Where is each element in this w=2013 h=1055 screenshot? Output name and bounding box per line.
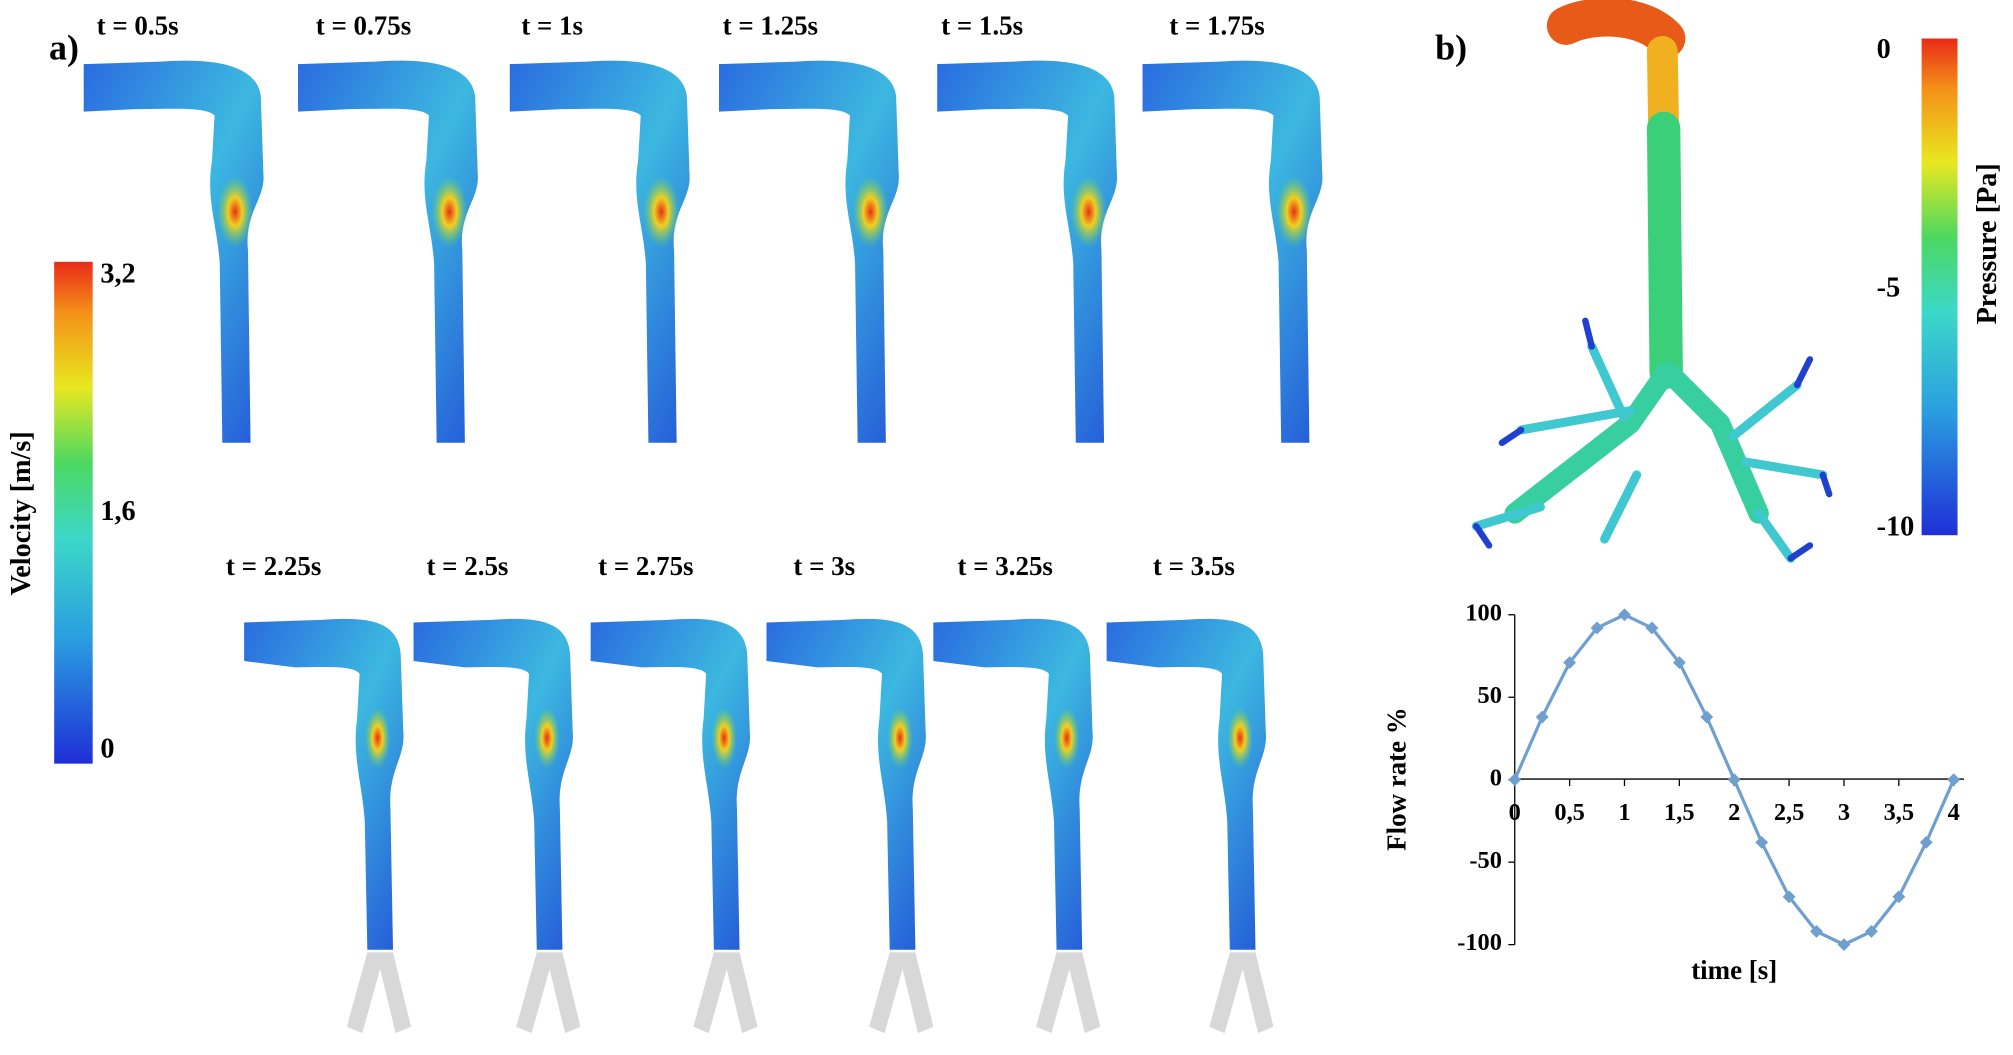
y-tick-label: 0 bbox=[1490, 764, 1502, 791]
colorbar-title: Velocity [m/s] bbox=[6, 431, 37, 595]
marker bbox=[1837, 938, 1851, 952]
velocity-colorbar bbox=[54, 261, 93, 764]
panel-label: a) bbox=[49, 28, 79, 68]
airway-models bbox=[83, 60, 1323, 1034]
marker bbox=[1618, 608, 1631, 622]
time-label: t = 0.5s bbox=[97, 10, 179, 40]
x-tick-label: 1,5 bbox=[1664, 799, 1694, 826]
marker bbox=[1563, 656, 1577, 670]
time-label: t = 2.75s bbox=[598, 551, 693, 581]
time-label: t = 3.25s bbox=[958, 551, 1053, 581]
y-tick-label: -50 bbox=[1469, 847, 1501, 874]
colorbar-tick-label: -5 bbox=[1877, 273, 1901, 304]
time-label: t = 1.25s bbox=[723, 10, 818, 40]
marker bbox=[1508, 773, 1522, 787]
colorbar-tick-label: 0 bbox=[100, 733, 114, 764]
marker bbox=[1810, 925, 1823, 938]
colorbar-tick-label: 0 bbox=[1877, 34, 1891, 65]
marker bbox=[1727, 773, 1741, 787]
time-label: t = 2.25s bbox=[226, 551, 321, 581]
y-tick-label: -100 bbox=[1457, 929, 1502, 956]
x-tick-label: 3,5 bbox=[1884, 799, 1914, 826]
marker bbox=[1755, 835, 1769, 849]
time-label: t = 1.75s bbox=[1169, 10, 1264, 40]
x-axis-label: time [s] bbox=[1691, 955, 1777, 985]
pressure-colorbar bbox=[1921, 38, 1958, 536]
bronchial-tree bbox=[1471, 0, 1833, 563]
x-tick-label: 1 bbox=[1618, 799, 1630, 826]
marker bbox=[1864, 925, 1878, 938]
colorbar-tick-label: 3,2 bbox=[100, 258, 135, 289]
x-tick-label: 2 bbox=[1728, 799, 1740, 826]
time-label: t = 1s bbox=[521, 10, 583, 40]
marker bbox=[1947, 773, 1961, 787]
time-label: t = 2.5s bbox=[426, 551, 508, 581]
marker bbox=[1672, 656, 1686, 670]
colorbar-tick-label: 1,6 bbox=[100, 496, 135, 527]
colorbar-tick-label: -10 bbox=[1877, 511, 1915, 542]
y-tick-label: 100 bbox=[1465, 599, 1502, 626]
marker bbox=[1919, 835, 1933, 849]
marker bbox=[1535, 710, 1549, 724]
marker bbox=[1782, 890, 1796, 904]
x-tick-label: 0,5 bbox=[1554, 799, 1584, 826]
colorbar-title: Pressure [Pa] bbox=[1972, 163, 2003, 324]
panel-label: b) bbox=[1435, 28, 1467, 68]
marker bbox=[1892, 890, 1906, 904]
time-label: t = 0.75s bbox=[316, 10, 411, 40]
y-axis-label: Flow rate % bbox=[1381, 707, 1411, 851]
x-tick-label: 2,5 bbox=[1774, 799, 1804, 826]
marker bbox=[1700, 710, 1714, 724]
x-tick-label: 4 bbox=[1948, 799, 1960, 826]
time-label: t = 3.5s bbox=[1153, 551, 1235, 581]
y-tick-label: 50 bbox=[1478, 682, 1502, 709]
x-tick-label: 0 bbox=[1509, 799, 1521, 826]
time-label: t = 1.5s bbox=[941, 10, 1023, 40]
time-label: t = 3s bbox=[793, 551, 855, 581]
x-tick-label: 3 bbox=[1838, 799, 1850, 826]
